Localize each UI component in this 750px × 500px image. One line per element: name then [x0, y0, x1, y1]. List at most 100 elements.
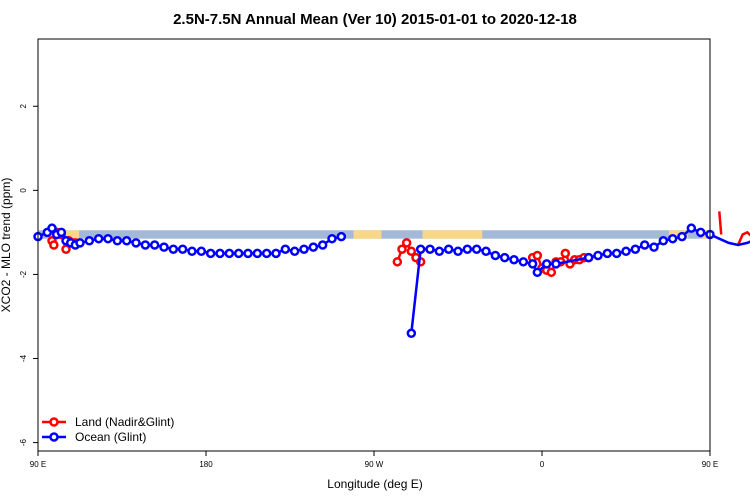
data-point — [317, 240, 328, 250]
data-point — [168, 244, 179, 254]
data-point — [233, 248, 244, 259]
data-point — [658, 236, 669, 246]
series-ocean — [33, 223, 750, 339]
data-point — [527, 259, 538, 269]
data-point — [434, 246, 445, 257]
data-point — [518, 257, 529, 267]
data-point — [481, 246, 491, 257]
data-point — [308, 242, 319, 252]
world-map-strip — [38, 230, 710, 239]
data-point — [602, 248, 613, 259]
x-axis-label: Longitude (deg E) — [327, 477, 422, 491]
data-point — [392, 257, 403, 267]
data-point — [471, 244, 482, 254]
data-point — [93, 233, 104, 244]
data-point — [453, 246, 463, 257]
data-point — [261, 248, 272, 259]
y-tick-label: -6 — [19, 438, 28, 446]
legend: Land (Nadir&Glint)Ocean (Glint) — [42, 415, 174, 444]
data-point — [509, 254, 519, 265]
legend-label: Ocean (Glint) — [75, 430, 146, 444]
data-point — [532, 250, 543, 261]
data-point — [499, 252, 510, 263]
x-tick-label: 90 E — [702, 460, 718, 469]
data-point — [336, 231, 347, 242]
series-line — [736, 230, 750, 246]
data-point — [490, 250, 501, 261]
data-point — [667, 233, 678, 244]
data-point — [425, 244, 435, 254]
data-point — [406, 246, 417, 257]
data-point — [112, 236, 123, 246]
data-point — [462, 244, 473, 254]
y-tick-label: 0 — [19, 188, 28, 193]
data-point — [649, 242, 659, 252]
data-point — [532, 267, 543, 278]
data-point — [630, 244, 641, 254]
data-point — [243, 248, 253, 259]
data-point — [224, 248, 235, 259]
data-point — [75, 238, 85, 248]
data-point — [677, 231, 687, 242]
data-point — [252, 248, 263, 259]
data-point — [541, 259, 552, 269]
data-point — [280, 244, 291, 254]
data-point — [406, 328, 417, 339]
legend-label: Land (Nadir&Glint) — [75, 415, 174, 429]
data-point — [205, 248, 216, 259]
data-point — [103, 233, 113, 244]
x-tick-label: 180 — [199, 460, 213, 469]
data-point — [401, 238, 412, 248]
data-point — [593, 250, 603, 261]
series-line — [410, 226, 750, 334]
x-tick-label: 90 E — [30, 460, 46, 469]
data-point — [140, 240, 151, 250]
x-axis: 90 E 180 90 W 0 90 E — [30, 451, 718, 469]
series-line — [718, 211, 723, 235]
data-point — [695, 227, 706, 238]
data-point — [47, 223, 57, 233]
data-point — [131, 238, 141, 248]
data-point — [546, 267, 557, 278]
data-point — [443, 244, 454, 254]
y-axis: -6 -4 -2 0 2 — [19, 103, 38, 446]
data-point — [686, 223, 697, 233]
land-patch — [353, 230, 382, 239]
data-point — [621, 246, 631, 257]
legend-marker — [49, 432, 59, 442]
land-patch — [64, 230, 80, 239]
land-patch — [422, 230, 483, 239]
data-point — [639, 240, 650, 250]
data-point — [299, 244, 309, 254]
data-point — [56, 227, 67, 238]
x-tick-label: 90 W — [365, 460, 384, 469]
data-point — [196, 246, 207, 257]
data-point — [149, 240, 160, 250]
data-point — [583, 252, 594, 263]
data-point — [397, 244, 407, 254]
data-point — [289, 246, 300, 257]
plot-series — [33, 211, 750, 339]
y-tick-label: -2 — [19, 270, 28, 278]
y-axis-label: XCO2 - MLO trend (ppm) — [0, 178, 13, 313]
data-point — [327, 233, 337, 244]
data-point — [121, 236, 132, 246]
data-point — [49, 240, 59, 250]
legend-marker — [49, 417, 59, 427]
data-point — [61, 244, 71, 254]
y-tick-label: -4 — [19, 354, 28, 362]
y-tick-label: 2 — [19, 103, 28, 108]
chart-title: 2.5N-7.5N Annual Mean (Ver 10) 2015-01-0… — [173, 11, 577, 28]
data-point — [215, 248, 225, 259]
data-point — [415, 244, 426, 254]
x-tick-label: 0 — [540, 460, 545, 469]
data-point — [177, 244, 188, 254]
data-point — [159, 242, 169, 252]
data-point — [271, 248, 281, 259]
data-point — [560, 248, 571, 259]
data-point — [551, 259, 561, 269]
data-point — [187, 246, 197, 257]
data-point — [84, 236, 95, 246]
data-point — [611, 248, 622, 259]
